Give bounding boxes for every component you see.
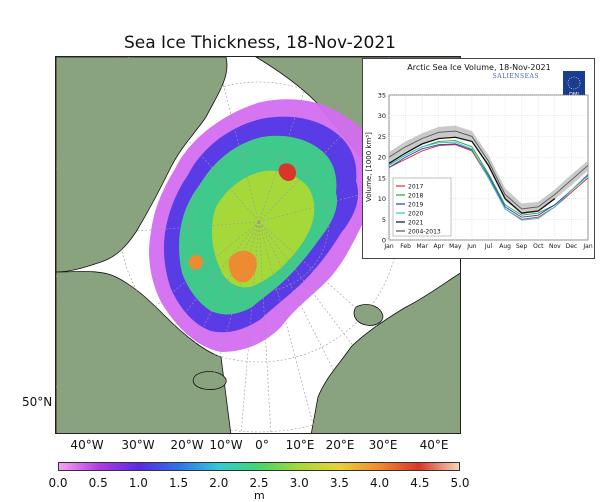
series-line-2004-2013 [388,130,589,210]
colorbar-tick-label: 5.0 [450,476,470,490]
y-tick-label: 0 [382,237,386,245]
land-north-america-greenland [56,57,228,273]
sea-ice-thickest [228,250,257,283]
series-line-2021 [388,136,556,214]
x-tick-label: Dec [566,243,578,250]
thickness-colorbar [58,462,460,471]
y-tick-label: 30 [378,112,386,120]
land-canada [56,271,232,433]
colorbar-tick-label: 4.5 [410,476,430,490]
y-tick-label: 5 [382,216,386,224]
land-scandinavia [310,272,460,433]
x-tick-label: Jul [484,243,493,250]
map-canvas [56,57,460,433]
y-tick-label: 10 [378,195,386,203]
sea-ice-thickest-2 [278,163,296,181]
lon-label: 40°W [70,438,104,452]
x-tick-label: Sep [516,243,528,250]
x-tick-label: Feb [400,243,411,250]
lon-label: 20°W [170,438,204,452]
x-tick-label: May [449,243,462,250]
colorbar-tick-label: 4.0 [370,476,390,490]
x-tick-label: Nov [549,243,561,250]
x-tick-label: Apr [434,243,445,250]
lon-label: 40°E [419,438,449,452]
legend-entry: 2019 [408,201,423,208]
legend-entry: 2017 [408,183,423,190]
logo-star-ring-icon [567,76,581,90]
land-svalbard [353,304,384,326]
lon-label: 30°E [368,438,398,452]
sea-ice-map [55,56,461,434]
colorbar-tick-label: 0.0 [48,476,68,490]
y-tick-label: 20 [378,154,386,162]
colorbar-tick-label: 1.5 [169,476,189,490]
colorbar-tick-label: 3.5 [329,476,349,490]
y-tick-label: 25 [378,133,386,141]
lon-label: 20°E [325,438,355,452]
x-tick-label: Jan [582,243,592,250]
legend-entry: 2020 [408,210,423,217]
brand-label: SALIENSEAS [493,73,539,80]
inset-title: Arctic Sea Ice Volume, 18-Nov-2021 [407,63,551,72]
y-tick-label: 15 [378,174,386,182]
legend-box [392,177,452,237]
lon-label: 30°W [121,438,155,452]
lon-label: 10°E [285,438,315,452]
legend-entry: 2021 [408,219,423,226]
series-line-2019 [388,143,589,218]
y-axis-label: Volume, [1000 km³] [365,132,373,202]
colorbar-tick-label: 3.0 [289,476,309,490]
latitude-label: 50°N [22,395,53,409]
land-iceland [192,371,227,390]
lon-label: 10°W [209,438,243,452]
colorbar-tick-label: 2.5 [249,476,269,490]
x-tick-label: Jun [466,243,477,250]
colorbar-tick-label: 1.0 [128,476,148,490]
colorbar-tick-label: 2.0 [209,476,229,490]
legend-entry: 2018 [408,192,423,199]
volume-inset-chart: Arctic Sea Ice Volume, 18-Nov-2021 SALIE… [362,58,595,259]
legend-entry: 2004-2013 [408,228,441,235]
x-tick-label: Oct [533,243,544,250]
x-tick-label: Mar [417,243,429,250]
colorbar-tick-labels: 0.0 0.5 1.0 1.5 2.0 2.5 3.0 3.5 4.0 4.5 5.0 [0,476,600,492]
y-tick-label: 35 [378,92,386,100]
x-tick-label: Jan [383,243,393,250]
series-line-2020 [388,141,589,221]
lon-label: 0° [255,438,269,452]
longitude-labels: 40°W 30°W 20°W 10°W 0° 10°E 20°E 30°E 40… [0,438,600,454]
volume-chart-canvas: Arctic Sea Ice Volume, 18-Nov-2021 SALIE… [365,63,593,250]
colorbar-tick-label: 0.5 [88,476,108,490]
x-tick-label: Aug [499,243,511,250]
map-title: Sea Ice Thickness, 18-Nov-2021 [123,33,396,53]
colorbar-unit: m [254,489,265,502]
